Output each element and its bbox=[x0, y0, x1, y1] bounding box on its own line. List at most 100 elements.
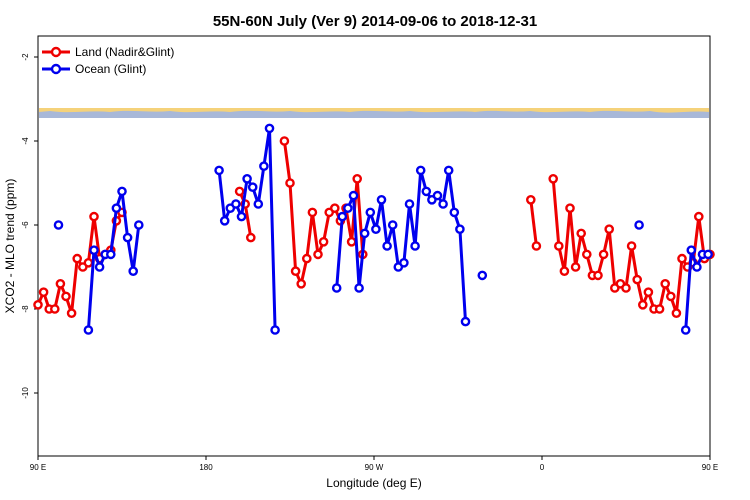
data-point bbox=[307, 207, 318, 218]
data-point bbox=[128, 266, 138, 277]
data-point bbox=[318, 236, 329, 247]
legend: Land (Nadir&Glint) Ocean (Glint) bbox=[42, 45, 174, 76]
data-point bbox=[410, 241, 420, 251]
series-line bbox=[529, 199, 538, 247]
y-tick-label: -10 bbox=[21, 387, 30, 399]
data-point bbox=[111, 203, 122, 213]
series-line bbox=[86, 189, 141, 331]
data-point bbox=[234, 186, 245, 197]
y-tick-label: -6 bbox=[21, 221, 30, 229]
data-point bbox=[404, 199, 415, 209]
data-point bbox=[343, 203, 353, 213]
data-point bbox=[133, 220, 144, 230]
data-point bbox=[301, 253, 312, 264]
x-tick-label: 0 bbox=[540, 463, 545, 472]
data-point bbox=[626, 241, 637, 251]
legend-label: Land (Nadir&Glint) bbox=[75, 45, 174, 59]
data-point bbox=[415, 165, 426, 176]
data-point bbox=[526, 194, 536, 205]
legend-marker bbox=[50, 46, 62, 58]
data-point bbox=[643, 287, 654, 298]
data-point bbox=[604, 224, 615, 234]
data-point bbox=[83, 325, 94, 335]
data-point bbox=[33, 299, 43, 310]
data-point bbox=[371, 224, 381, 234]
y-axis-title: XCO2 - MLO trend (ppm) bbox=[3, 179, 17, 314]
data-point bbox=[387, 220, 398, 230]
data-point bbox=[296, 278, 307, 289]
map-strip-ocean bbox=[39, 108, 709, 118]
data-point bbox=[331, 283, 342, 293]
data-point bbox=[632, 274, 643, 285]
x-tick-label: 90 E bbox=[702, 463, 718, 472]
data-point bbox=[382, 241, 392, 251]
data-point bbox=[438, 199, 448, 209]
series-1 bbox=[53, 123, 713, 335]
data-point bbox=[279, 136, 290, 146]
data-point bbox=[582, 249, 592, 260]
map-strip-land bbox=[39, 108, 709, 113]
series-line bbox=[217, 126, 277, 331]
data-point bbox=[677, 253, 687, 264]
data-point bbox=[72, 253, 82, 264]
series-layer bbox=[33, 123, 715, 335]
legend-marker bbox=[50, 63, 62, 75]
data-point bbox=[253, 199, 264, 209]
data-point bbox=[449, 207, 460, 218]
data-point bbox=[247, 182, 258, 192]
data-point bbox=[376, 194, 387, 205]
data-point bbox=[654, 304, 665, 314]
y-tick-label: -2 bbox=[21, 53, 30, 61]
data-point bbox=[94, 262, 105, 272]
data-point bbox=[346, 236, 357, 247]
data-point bbox=[660, 278, 671, 289]
data-point bbox=[329, 203, 340, 213]
x-axis-title: Longitude (deg E) bbox=[326, 476, 421, 490]
data-point bbox=[106, 249, 116, 260]
data-point bbox=[399, 257, 409, 268]
data-point bbox=[559, 266, 570, 277]
chart-title: 55N-60N July (Ver 9) 2014-09-06 to 2018-… bbox=[213, 13, 537, 30]
data-point bbox=[53, 220, 64, 230]
y-axis: -2 -4 -6 -8 -10 bbox=[21, 53, 38, 399]
data-point bbox=[348, 190, 359, 201]
data-point bbox=[671, 308, 682, 319]
data-point bbox=[83, 257, 94, 268]
data-point bbox=[38, 287, 49, 298]
data-point bbox=[638, 299, 648, 310]
x-tick-label: 90 W bbox=[365, 463, 384, 472]
data-point bbox=[570, 262, 581, 272]
data-point bbox=[460, 316, 471, 327]
data-point bbox=[236, 211, 247, 222]
plot-frame bbox=[37, 35, 711, 457]
y-tick-label: -8 bbox=[21, 305, 30, 313]
x-tick-label: 90 E bbox=[30, 463, 46, 472]
data-point bbox=[634, 220, 644, 230]
data-point bbox=[554, 241, 564, 251]
series-line bbox=[282, 140, 365, 286]
data-point bbox=[531, 241, 542, 251]
data-point bbox=[89, 245, 99, 255]
data-point bbox=[122, 232, 133, 243]
data-point bbox=[352, 173, 363, 184]
data-point bbox=[666, 291, 676, 302]
data-point bbox=[576, 228, 587, 239]
data-point bbox=[598, 249, 609, 260]
data-point bbox=[61, 291, 71, 302]
data-point bbox=[686, 245, 697, 255]
data-point bbox=[359, 228, 370, 239]
data-point bbox=[421, 186, 432, 197]
data-point bbox=[703, 249, 713, 260]
data-point bbox=[290, 266, 301, 277]
data-point bbox=[432, 190, 443, 201]
data-point bbox=[259, 161, 269, 171]
data-point bbox=[214, 165, 224, 176]
data-point bbox=[50, 304, 60, 314]
data-point bbox=[477, 270, 488, 281]
data-point bbox=[455, 224, 465, 234]
data-point bbox=[694, 211, 704, 222]
data-point bbox=[245, 232, 256, 243]
data-point bbox=[565, 203, 575, 213]
data-point bbox=[117, 186, 127, 197]
data-point bbox=[621, 283, 631, 293]
